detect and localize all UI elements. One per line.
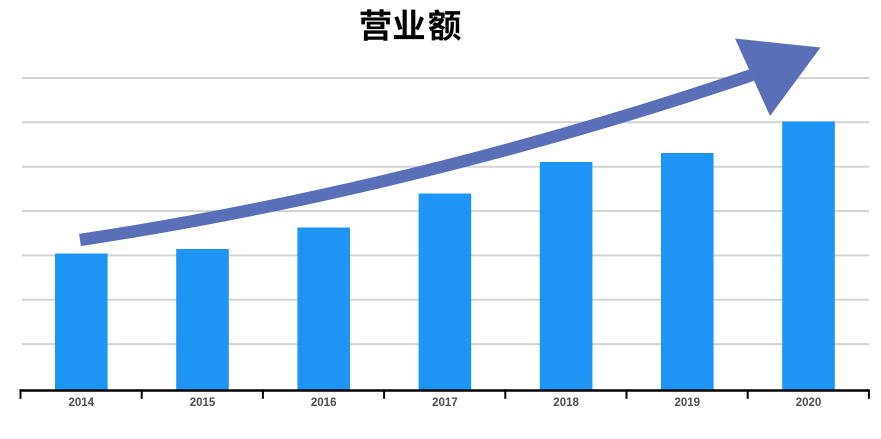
svg-text:2017: 2017 — [432, 397, 458, 409]
svg-text:2020: 2020 — [796, 397, 822, 409]
svg-text:2018: 2018 — [553, 397, 579, 409]
svg-text:2015: 2015 — [190, 397, 216, 409]
svg-text:2019: 2019 — [675, 397, 701, 409]
svg-text:2014: 2014 — [69, 397, 95, 409]
svg-text:2016: 2016 — [311, 397, 337, 409]
